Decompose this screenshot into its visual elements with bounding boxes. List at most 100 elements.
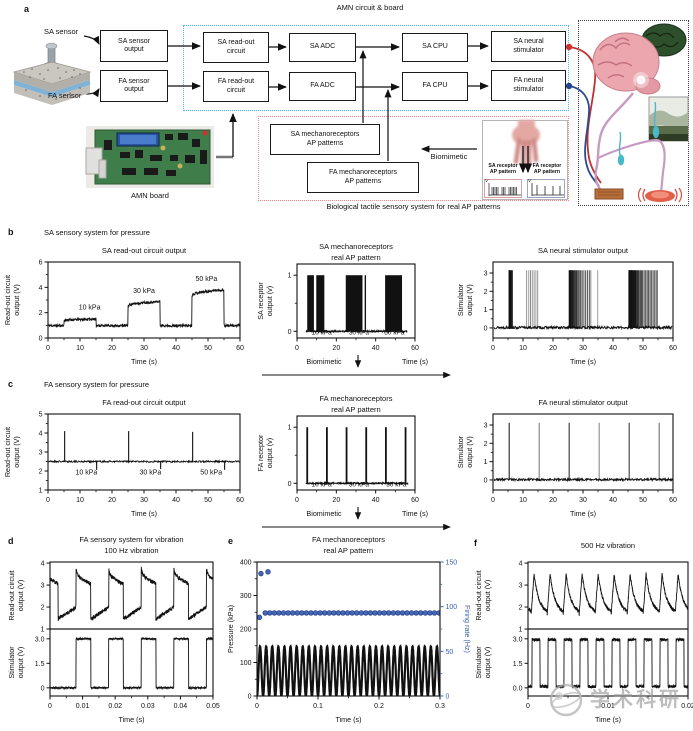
svg-text:30: 30 [579, 497, 587, 504]
sa-wire-node [565, 43, 573, 51]
svg-text:real AP pattern: real AP pattern [324, 546, 373, 555]
svg-text:150: 150 [446, 560, 458, 567]
svg-text:60: 60 [411, 497, 419, 504]
svg-text:50: 50 [639, 497, 647, 504]
svg-text:0: 0 [288, 481, 292, 488]
sa-fa-sensor-photo [12, 42, 92, 105]
svg-text:Stimulator: Stimulator [7, 646, 16, 679]
svg-text:30: 30 [140, 497, 148, 504]
svg-text:30 kPa: 30 kPa [140, 469, 162, 476]
panel-b-heading: SA sensory system for pressure [44, 228, 150, 237]
svg-text:3.0: 3.0 [35, 636, 45, 643]
svg-text:Time (s): Time (s) [335, 715, 361, 724]
svg-text:10 kPa: 10 kPa [311, 482, 332, 489]
sa-receptor-ap-label: SA receptor AP pattern [488, 163, 518, 175]
svg-text:3: 3 [484, 270, 488, 277]
svg-text:Time (s): Time (s) [402, 357, 428, 366]
svg-text:1.5: 1.5 [35, 661, 45, 668]
svg-text:0.01: 0.01 [76, 703, 90, 710]
panel-c-label: c [8, 379, 14, 389]
amn-circuit-dashed-frame [183, 25, 569, 111]
svg-text:4: 4 [41, 561, 45, 568]
biological-system-dashed-frame [258, 116, 569, 201]
fa-stimulator-wire [568, 85, 600, 187]
svg-text:SA neural stimulator output: SA neural stimulator output [538, 246, 629, 255]
svg-text:output (V): output (V) [465, 436, 474, 468]
fa-ap-waveform [531, 183, 564, 196]
biology-illustration [592, 23, 689, 203]
svg-text:output (v): output (v) [265, 438, 274, 468]
svg-text:4: 4 [39, 431, 43, 438]
svg-text:0: 0 [295, 345, 299, 352]
svg-text:50 kPa: 50 kPa [384, 330, 405, 337]
panel-c-heading: FA sensory system for pressure [44, 380, 150, 389]
svg-text:Time (s): Time (s) [570, 357, 596, 366]
svg-text:3: 3 [519, 583, 523, 590]
svg-text:output (V): output (V) [12, 436, 21, 468]
svg-text:Read-out circuit: Read-out circuit [474, 570, 483, 620]
svg-text:20: 20 [108, 345, 116, 352]
svg-text:Time (s): Time (s) [131, 357, 157, 366]
svg-text:300: 300 [240, 593, 252, 600]
svg-text:0.05: 0.05 [206, 703, 220, 710]
svg-text:SA mechanoreceptors: SA mechanoreceptors [319, 242, 393, 251]
svg-text:FA neural stimulator output: FA neural stimulator output [538, 398, 628, 407]
svg-text:40: 40 [609, 345, 617, 352]
svg-text:real AP pattern: real AP pattern [331, 253, 380, 262]
svg-text:60: 60 [411, 345, 419, 352]
svg-text:10 kPa: 10 kPa [311, 330, 332, 337]
svg-text:20: 20 [108, 497, 116, 504]
svg-text:60: 60 [669, 345, 677, 352]
svg-text:2: 2 [41, 605, 45, 612]
svg-text:4: 4 [39, 285, 43, 292]
chart-fa-real-ap-pattern: 0 1 FA receptor output (v) 10 kPa 30 kPa 50 kP… [253, 392, 453, 547]
svg-text:FA read-out circuit output: FA read-out circuit output [102, 398, 186, 407]
svg-text:50 kPa: 50 kPa [196, 276, 218, 283]
svg-text:1: 1 [288, 425, 292, 432]
svg-text:Pressure (kPa): Pressure (kPa) [226, 605, 235, 653]
svg-text:0: 0 [491, 497, 495, 504]
svg-text:500 Hz vibration: 500 Hz vibration [581, 541, 635, 550]
svg-text:output (V): output (V) [16, 647, 25, 679]
svg-text:20: 20 [549, 345, 557, 352]
svg-text:0.2: 0.2 [374, 703, 384, 710]
sa-sensor-label: SA sensor [44, 27, 79, 36]
panel-a-caption: Biological tactile sensory system for re… [326, 202, 501, 211]
svg-text:output (V): output (V) [12, 284, 21, 316]
svg-text:30: 30 [579, 345, 587, 352]
svg-text:1: 1 [484, 307, 488, 314]
fa-sensor-arrow [85, 88, 100, 98]
svg-text:1: 1 [484, 459, 488, 466]
svg-text:SA receptor: SA receptor [256, 282, 265, 320]
svg-text:40: 40 [372, 497, 380, 504]
svg-text:FA sensory system for vibratio: FA sensory system for vibration [79, 535, 183, 544]
svg-text:Firing rate (Hz): Firing rate (Hz) [463, 605, 471, 653]
fa-ap-waveform-box [527, 179, 565, 198]
chart-sa-stimulator-output: 0 1 2 3 Stimulator output (V) 0 10 20 30 40 50 60 SA … [455, 240, 693, 383]
fa-waveform-v-label: V [528, 179, 532, 184]
svg-text:100 Hz vibration: 100 Hz vibration [104, 546, 158, 555]
svg-text:1: 1 [39, 488, 43, 495]
svg-text:30 kPa: 30 kPa [349, 330, 370, 337]
svg-text:50: 50 [204, 345, 212, 352]
chart-100hz-vibration: 1 2 3 4 Read-out circuit output (V) 0 1.5 3.0 Sti… [0, 534, 230, 731]
svg-text:FA mechanoreceptors: FA mechanoreceptors [312, 535, 385, 544]
sa-ap-waveform [488, 183, 521, 196]
svg-text:0: 0 [484, 325, 488, 332]
svg-text:FA mechanoreceptors: FA mechanoreceptors [320, 394, 393, 403]
svg-text:20: 20 [332, 497, 340, 504]
svg-text:0: 0 [295, 497, 299, 504]
svg-text:30: 30 [140, 345, 148, 352]
sa-ap-waveform-box [484, 179, 522, 198]
svg-text:60: 60 [236, 345, 244, 352]
svg-text:2: 2 [484, 441, 488, 448]
svg-text:2: 2 [39, 310, 43, 317]
pressure-patch [594, 188, 624, 200]
svg-text:20: 20 [332, 345, 340, 352]
svg-text:40: 40 [172, 345, 180, 352]
svg-text:400: 400 [240, 560, 252, 567]
svg-text:30 kPa: 30 kPa [133, 288, 155, 295]
box-sa-neural-stimulator: SA neural stimulator [491, 31, 566, 62]
chart-sa-readout-output: 0 2 4 6 Read-out circuit output (V) 10 kPa 30 k… [0, 240, 250, 383]
svg-text:Biomimetic: Biomimetic [306, 509, 342, 518]
